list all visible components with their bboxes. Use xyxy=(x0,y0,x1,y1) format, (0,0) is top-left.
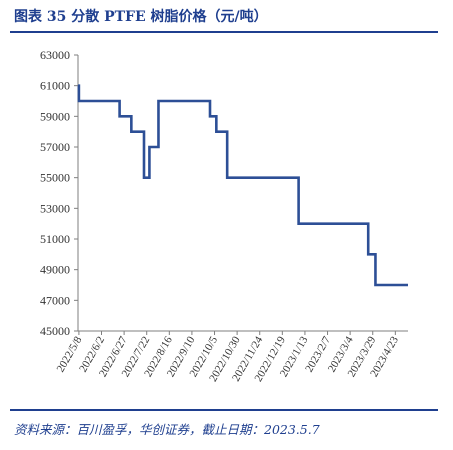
y-tick-label: 47000 xyxy=(40,293,70,307)
y-tick-label: 45000 xyxy=(40,324,70,338)
y-tick-label: 55000 xyxy=(40,171,70,185)
price-series-line xyxy=(77,84,408,287)
y-tick-label: 51000 xyxy=(40,232,70,246)
y-tick-label: 53000 xyxy=(40,201,70,215)
figure-title: 图表 35 分散 PTFE 树脂价格（元/吨） xyxy=(14,9,268,25)
y-tick-label: 57000 xyxy=(40,140,70,154)
y-tick-label: 49000 xyxy=(40,263,70,277)
series-layer xyxy=(77,84,408,287)
chart-axes xyxy=(77,55,408,332)
source-rule xyxy=(10,409,438,411)
y-axis: 45000 47000 49000 51000 53000 55000 57000 59000… xyxy=(40,48,78,338)
y-tick-label: 63000 xyxy=(40,48,70,62)
x-axis: 2022/5/82022/6/22022/6/272022/7/222022/8… xyxy=(55,331,401,384)
y-tick-label: 61000 xyxy=(40,79,70,93)
source-note: 资料来源：百川盈孚，华创证券，截止日期：2023.5.7 xyxy=(14,422,320,437)
y-tick-label: 59000 xyxy=(40,109,70,123)
price-chart: 45000 47000 49000 51000 53000 55000 57000 59000… xyxy=(40,48,408,384)
title-rule xyxy=(10,31,438,33)
